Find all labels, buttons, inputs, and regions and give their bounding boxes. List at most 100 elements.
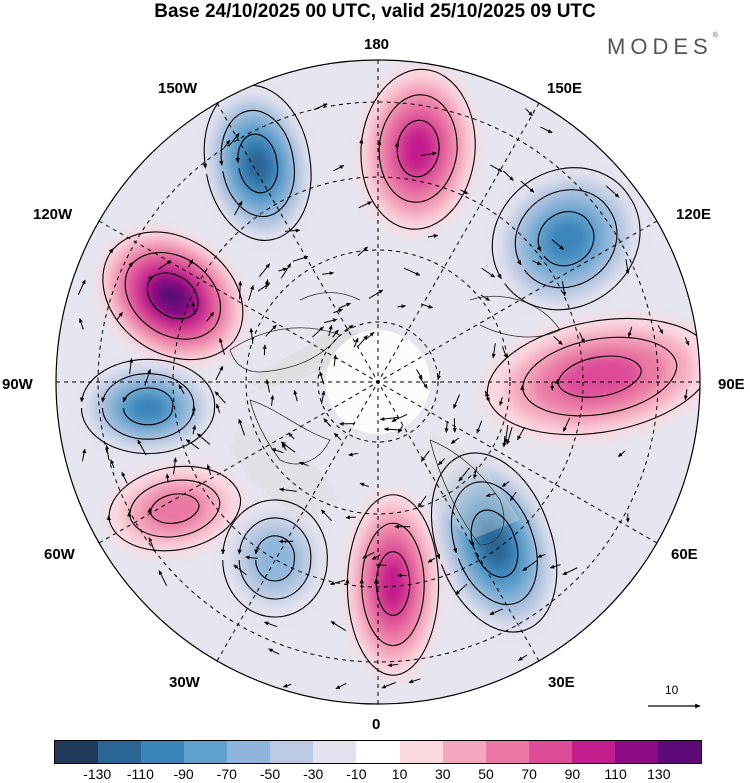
wind-arrow — [418, 376, 428, 389]
streamline — [430, 452, 558, 633]
colorbar-segment — [657, 741, 701, 763]
wind-arrow — [191, 301, 196, 315]
wind-arrow — [460, 189, 469, 195]
wind-arrow — [268, 648, 280, 655]
streamline — [127, 479, 221, 538]
wind-arrow — [329, 579, 346, 586]
wind-arrow — [485, 493, 496, 498]
wind-arrow — [605, 185, 620, 198]
wind-arrow — [684, 337, 690, 346]
streamline — [122, 387, 174, 426]
lon-label-120w: 120W — [33, 206, 73, 223]
wind-arrow — [563, 417, 571, 432]
wind-arrow — [129, 358, 134, 375]
streamline — [147, 493, 200, 524]
negative-anomaly-contour — [244, 145, 272, 185]
negative-anomaly-contour — [250, 533, 300, 587]
wind-arrow — [617, 450, 626, 458]
negative-anomaly-contour — [479, 522, 511, 568]
wind-arrow — [522, 559, 538, 572]
wind-arrow — [264, 279, 269, 290]
wind-arrow — [357, 335, 368, 347]
wind-arrow — [335, 682, 347, 690]
wind-arrow — [245, 555, 259, 560]
lon-label-180: 180 — [364, 36, 390, 53]
wind-arrow — [238, 418, 245, 436]
wind-arrow — [540, 126, 553, 134]
wind-arrow — [271, 448, 284, 454]
brand-name: MODES — [607, 34, 713, 59]
wind-arrow — [121, 471, 128, 484]
lon-label-90e: 90E — [718, 376, 745, 393]
colorbar-tick-label: -30 — [303, 766, 324, 782]
streamline — [102, 231, 244, 361]
wind-arrow — [323, 418, 332, 427]
colorbar-segment — [399, 741, 443, 763]
wind-arrow — [537, 553, 546, 558]
wind-arrow — [265, 324, 277, 337]
wind-arrow — [359, 482, 369, 488]
wind-arrow — [322, 271, 335, 276]
wind-arrow — [333, 308, 343, 314]
streamline — [514, 189, 618, 289]
wind-arrow — [489, 608, 503, 615]
colorbar-tick-label: 10 — [391, 766, 408, 782]
wind-arrow — [455, 583, 468, 595]
colorbar-segment — [571, 741, 615, 763]
wind-arrow — [238, 280, 243, 300]
wind-arrow — [338, 302, 351, 309]
wind-arrow — [258, 263, 270, 278]
wind-arrow — [481, 267, 496, 278]
wind-arrow — [279, 487, 297, 492]
wind-arrow — [333, 354, 338, 367]
wind-arrow — [282, 683, 292, 688]
lon-label-150e: 150E — [547, 80, 583, 97]
streamline — [254, 535, 295, 582]
colorbar-tick-label: 130 — [647, 766, 671, 782]
wind-arrow — [248, 284, 254, 301]
wind-arrow — [293, 390, 298, 402]
colorbar-segment — [528, 741, 572, 763]
wind-arrow — [436, 371, 441, 381]
wind-arrow — [206, 311, 215, 322]
wind-arrow — [116, 312, 123, 321]
colorbar-segment — [442, 741, 486, 763]
wind-arrow — [450, 437, 460, 444]
colorbar-tick-label: -130 — [83, 766, 112, 782]
wind-arrow — [333, 164, 345, 172]
wind-arrow — [452, 418, 457, 433]
wind-arrow — [408, 678, 421, 684]
streamline — [359, 68, 476, 230]
wind-arrow — [185, 439, 200, 450]
wind-arrow — [502, 170, 514, 181]
graticule — [56, 60, 700, 704]
lon-label-60e: 60E — [671, 546, 698, 563]
colorbar-segment — [184, 741, 228, 763]
wind-arrow — [503, 424, 509, 444]
streamline — [79, 358, 216, 455]
wind-arrow — [284, 228, 301, 233]
colorbar-segment — [313, 741, 357, 763]
wind-arrow — [158, 570, 168, 587]
wind-arrow — [368, 289, 384, 299]
streamline — [237, 517, 312, 600]
streamline — [484, 317, 700, 436]
wind-arrow — [427, 233, 439, 238]
wind-arrow — [427, 557, 436, 563]
wind-arrow — [516, 426, 525, 441]
wind-arrow — [379, 416, 399, 421]
wind-arrow — [264, 621, 278, 628]
streamline — [520, 336, 678, 417]
wind-arrow — [562, 567, 578, 576]
wind-arrow — [518, 654, 528, 661]
colorbar-segment — [270, 741, 314, 763]
wind-arrow — [416, 369, 423, 380]
wind-arrow — [381, 681, 397, 689]
wind-arrow — [219, 337, 225, 355]
modes-logo: MODES® — [607, 32, 718, 60]
wind-arrow — [320, 509, 332, 521]
wind-arrow — [362, 551, 375, 559]
wind-arrow — [330, 620, 347, 632]
wind-arrow — [165, 473, 170, 483]
